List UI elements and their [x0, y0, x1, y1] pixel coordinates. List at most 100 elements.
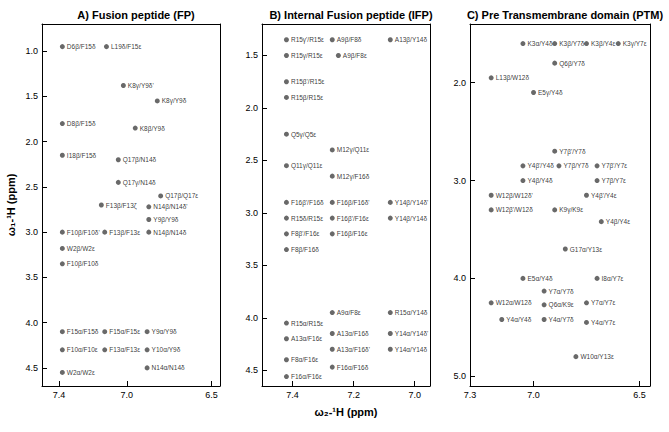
svg-text:F16β/F16ε: F16β/F16ε — [337, 230, 368, 238]
svg-text:Y4α/Y4δ: Y4α/Y4δ — [506, 316, 531, 323]
svg-text:K3γ/Y7ε: K3γ/Y7ε — [623, 40, 647, 48]
svg-text:R15α/R15ε: R15α/R15ε — [291, 320, 323, 327]
svg-text:B) Internal Fusion peptide (IF: B) Internal Fusion peptide (IFP) — [269, 9, 433, 21]
svg-text:A9α/F8ε: A9α/F8ε — [337, 309, 361, 316]
svg-text:R15γ/R15ε: R15γ/R15ε — [291, 52, 323, 60]
svg-text:R15α/Y14δ: R15α/Y14δ — [395, 309, 428, 316]
svg-text:W2α/W2ε: W2α/W2ε — [67, 369, 95, 376]
svg-text:7.4: 7.4 — [286, 390, 299, 400]
svg-text:ω₂-¹H (ppm): ω₂-¹H (ppm) — [314, 406, 377, 418]
svg-text:E5γ/Y4δ: E5γ/Y4δ — [538, 89, 563, 97]
svg-text:5.0: 5.0 — [453, 371, 466, 381]
svg-text:R15γ'/R15ε: R15γ'/R15ε — [291, 36, 324, 44]
svg-text:R15β/R15ε: R15β/R15ε — [291, 94, 323, 102]
svg-text:7.3: 7.3 — [464, 390, 477, 400]
svg-text:6.5: 6.5 — [205, 390, 218, 400]
svg-text:F8β/F16δ: F8β/F16δ — [291, 246, 319, 254]
svg-text:L13β/W12δ: L13β/W12δ — [496, 74, 530, 82]
svg-text:4.0: 4.0 — [245, 313, 258, 323]
svg-text:F10β/F10δ': F10β/F10δ' — [67, 229, 100, 237]
svg-text:K8γ/Y9δ': K8γ/Y9δ' — [128, 82, 154, 90]
svg-text:7.0: 7.0 — [121, 390, 134, 400]
svg-text:K8β/Y9δ: K8β/Y9δ — [140, 125, 165, 133]
svg-text:M12γ/F16δ: M12γ/F16δ — [337, 173, 370, 181]
svg-text:A13α/F16δ': A13α/F16δ' — [337, 346, 370, 353]
svg-text:N14β/N14δ': N14β/N14δ' — [153, 203, 187, 211]
svg-text:3.0: 3.0 — [453, 176, 466, 186]
svg-text:Y7β/Y7δ: Y7β/Y7δ — [563, 162, 588, 170]
svg-text:1.0: 1.0 — [25, 46, 38, 56]
svg-text:Y14β/Y14δ': Y14β/Y14δ' — [395, 199, 429, 207]
svg-text:Q11γ/Q11ε: Q11γ/Q11ε — [291, 162, 323, 170]
svg-text:W12α/W12δ: W12α/W12δ — [496, 299, 532, 306]
svg-text:K9γ/K9ε: K9γ/K9ε — [559, 206, 583, 214]
svg-text:3.5: 3.5 — [245, 260, 258, 270]
svg-text:Y7β/Y7ε: Y7β/Y7ε — [602, 177, 626, 185]
svg-text:F16α/F16δ: F16α/F16δ — [337, 364, 369, 371]
svg-text:M12γ/Q11ε: M12γ/Q11ε — [337, 146, 370, 154]
svg-text:2.0: 2.0 — [25, 137, 38, 147]
svg-text:I8α/Y7ε: I8α/Y7ε — [602, 275, 624, 282]
svg-text:4.0: 4.0 — [453, 273, 466, 283]
svg-text:6.5: 6.5 — [633, 390, 646, 400]
svg-text:Q17β/N14δ: Q17β/N14δ — [123, 156, 157, 164]
svg-text:A) Fusion peptide (FP): A) Fusion peptide (FP) — [77, 9, 195, 21]
svg-text:7.0: 7.0 — [527, 390, 540, 400]
svg-text:Y14α/Y14δ': Y14α/Y14δ' — [395, 330, 429, 337]
svg-text:Y4β'/Y4δ: Y4β'/Y4δ — [527, 162, 554, 170]
svg-text:3.0: 3.0 — [245, 208, 258, 218]
svg-text:F16α/F16ε: F16α/F16ε — [291, 373, 322, 380]
svg-text:W10α/Y13ε: W10α/Y13ε — [580, 353, 613, 360]
svg-text:W12β'/W12δ: W12β'/W12δ — [496, 206, 534, 214]
svg-text:Y14α/Y14δ: Y14α/Y14δ — [395, 346, 428, 353]
svg-text:1.5: 1.5 — [245, 50, 258, 60]
svg-text:D6β/F15δ: D6β/F15δ — [67, 43, 96, 51]
svg-text:7.0: 7.0 — [408, 390, 421, 400]
svg-text:Y4α/Y7ε: Y4α/Y7ε — [591, 319, 615, 326]
svg-text:N14α/N14δ: N14α/N14δ — [152, 364, 185, 371]
svg-text:4.5: 4.5 — [245, 365, 258, 375]
svg-text:Q5γ/Q5ε: Q5γ/Q5ε — [291, 131, 316, 139]
svg-text:F15α/F15ε: F15α/F15ε — [109, 328, 140, 335]
svg-text:ω₁-¹H (ppm): ω₁-¹H (ppm) — [5, 173, 17, 236]
svg-text:F15α/F15δ: F15α/F15δ — [67, 328, 99, 335]
svg-text:W2β/W2ε: W2β/W2ε — [67, 245, 95, 253]
svg-text:Q6α/K9ε: Q6α/K9ε — [549, 301, 574, 309]
svg-text:A13β/Y14δ: A13β/Y14δ — [395, 36, 428, 44]
svg-text:A9β/F8δ: A9β/F8δ — [337, 36, 362, 44]
svg-text:Y9α/Y9δ: Y9α/Y9δ — [152, 328, 177, 335]
svg-text:Y7β'/Y7ε: Y7β'/Y7ε — [602, 162, 628, 170]
svg-text:F10α/F10ε: F10α/F10ε — [67, 346, 98, 353]
svg-text:L19δ/F15ε: L19δ/F15ε — [111, 43, 141, 50]
svg-text:Y7α/Y7δ: Y7α/Y7δ — [549, 288, 574, 295]
svg-text:2.5: 2.5 — [245, 155, 258, 165]
svg-text:F8α/F16ε: F8α/F16ε — [291, 356, 318, 363]
svg-text:F16β'/F16δ: F16β'/F16δ — [291, 199, 324, 207]
svg-text:E5α/Y4δ: E5α/Y4δ — [527, 275, 552, 282]
svg-text:4.0: 4.0 — [25, 318, 38, 328]
svg-text:K3β/Y7δ: K3β/Y7δ — [559, 40, 584, 48]
svg-text:Y4α/Y7δ: Y4α/Y7δ — [549, 316, 574, 323]
svg-text:Y4β'/Y4ε: Y4β'/Y4ε — [591, 192, 617, 200]
svg-text:2.5: 2.5 — [25, 182, 38, 192]
svg-text:W12β/W12δ': W12β/W12δ' — [496, 192, 533, 200]
svg-text:Y9β/Y9δ: Y9β/Y9δ — [153, 216, 178, 224]
svg-text:7.4: 7.4 — [53, 390, 66, 400]
svg-text:Y7β'/Y7δ: Y7β'/Y7δ — [559, 148, 586, 156]
svg-text:R15δ/R15ε: R15δ/R15ε — [291, 215, 323, 222]
svg-text:R15β'/R15ε: R15β'/R15ε — [291, 78, 325, 86]
svg-text:7.2: 7.2 — [347, 390, 360, 400]
svg-text:3.0: 3.0 — [25, 227, 38, 237]
svg-text:Y14β/Y14δ: Y14β/Y14δ — [395, 215, 428, 223]
svg-text:F16β/F16δ': F16β/F16δ' — [337, 199, 370, 207]
svg-text:K3α/Y4δ: K3α/Y4δ — [527, 40, 552, 47]
svg-text:F8β'/F16ε: F8β'/F16ε — [291, 230, 320, 238]
svg-text:N14β/N14δ: N14β/N14δ — [153, 229, 186, 237]
svg-text:F10β/F10δ: F10β/F10δ — [67, 260, 99, 268]
svg-text:2.0: 2.0 — [245, 103, 258, 113]
svg-text:A13α/F16ε: A13α/F16ε — [291, 335, 322, 342]
svg-text:Y10α/Y9δ: Y10α/Y9δ — [152, 346, 181, 353]
svg-text:Q17γ/N14δ: Q17γ/N14δ — [123, 179, 156, 187]
svg-text:2.0: 2.0 — [453, 78, 466, 88]
svg-text:F13α/F13ε: F13α/F13ε — [109, 346, 140, 353]
